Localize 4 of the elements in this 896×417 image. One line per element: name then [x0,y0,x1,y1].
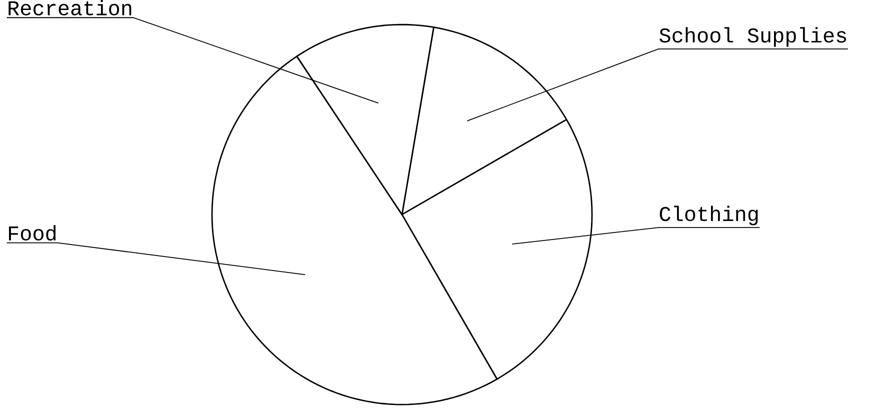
slice-label: Clothing [660,206,758,226]
slice-label: Food [8,225,56,241]
slice-label: Recreation [8,0,132,16]
slice-label: School Supplies [660,27,846,47]
